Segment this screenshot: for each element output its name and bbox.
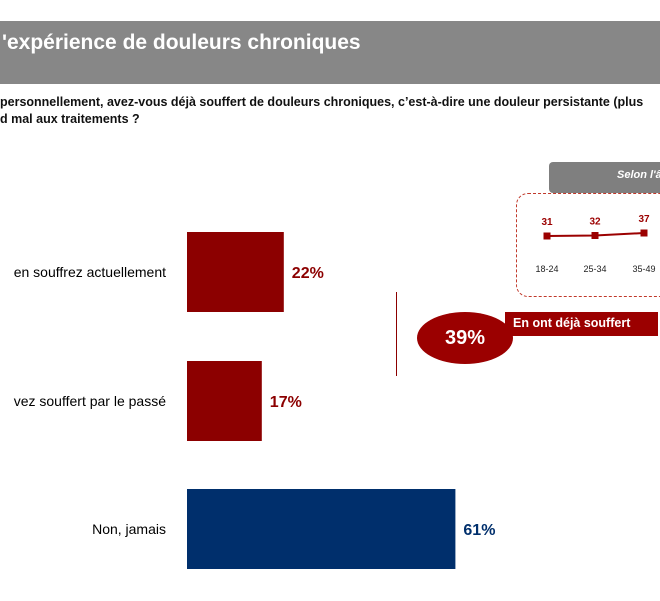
- bar-3: [187, 489, 456, 569]
- bar-2: [187, 361, 262, 441]
- age-value-label-1: 31: [541, 217, 553, 228]
- question-text: personnellement, avez-vous déjà souffert…: [0, 94, 660, 128]
- age-value-label-2: 32: [589, 217, 601, 228]
- bar-1: [187, 232, 284, 312]
- age-point-2: [591, 232, 599, 239]
- category-label-2: vez souffert par le passé: [14, 393, 166, 409]
- question-line-2: d mal aux traitements ?: [0, 112, 140, 126]
- page-title: 'expérience de douleurs chroniques: [2, 31, 361, 54]
- summary-ellipse: 39%: [417, 312, 513, 364]
- age-point-3: [640, 229, 648, 237]
- value-label-3: 61%: [463, 522, 495, 539]
- value-label-2: 17%: [270, 394, 302, 411]
- age-value-label-3: 37: [638, 214, 650, 225]
- summary-banner: En ont déjà souffert: [505, 312, 658, 336]
- summary-label: En ont déjà souffert: [513, 316, 631, 330]
- age-category-label-1: 18-24: [535, 264, 558, 274]
- age-panel: [516, 193, 660, 297]
- value-label-1: 22%: [292, 265, 324, 282]
- age-category-label-2: 25-34: [583, 264, 606, 274]
- title-bar: 'expérience de douleurs chroniques: [0, 21, 660, 84]
- category-label-3: Non, jamais: [92, 521, 166, 537]
- age-panel-header: Selon l'â: [549, 162, 660, 193]
- age-panel-header-label: Selon l'â: [617, 169, 660, 181]
- separator-line: [396, 292, 397, 376]
- category-label-1: en souffrez actuellement: [14, 264, 166, 280]
- summary-value: 39%: [444, 326, 486, 349]
- question-line-1: personnellement, avez-vous déjà souffert…: [0, 95, 644, 109]
- age-point-1: [543, 232, 551, 240]
- age-category-label-3: 35-49: [632, 264, 655, 274]
